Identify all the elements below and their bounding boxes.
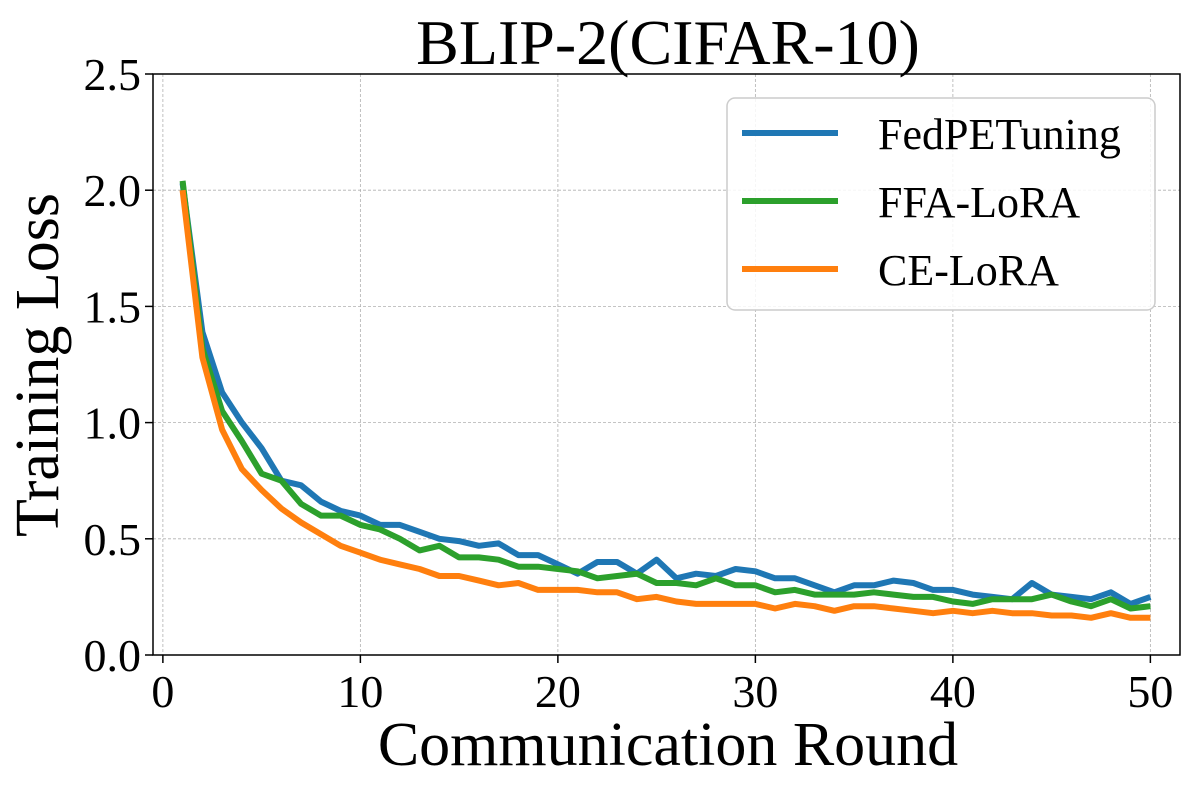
x-tick-label: 20 (535, 666, 581, 717)
y-tick-label: 2.5 (84, 49, 142, 100)
legend-box (726, 97, 1156, 311)
series-lines (179, 180, 1152, 621)
y-tick-label: 1.0 (84, 398, 142, 449)
y-tick-label: 1.5 (84, 281, 142, 332)
legend-label-ce-lora: CE-LoRA (878, 246, 1059, 295)
chart-title: BLIP-2(CIFAR-10) (416, 7, 920, 78)
legend-label-ffa-lora: FFA-LoRA (878, 178, 1080, 227)
legend-label-fedpetuning: FedPETuning (878, 110, 1121, 159)
x-tick-label: 30 (732, 666, 778, 717)
y-axis: 0.0 0.5 1.0 1.5 2.0 2.5 (84, 49, 153, 681)
x-axis-label: Communication Round (378, 711, 958, 779)
x-axis: 0 10 20 30 40 50 (151, 655, 1173, 717)
x-tick-label: 40 (930, 666, 976, 717)
series-line-ffa-lora (179, 180, 1151, 612)
y-tick-label: 0.5 (84, 514, 142, 565)
y-axis-label: Training Loss (4, 193, 72, 537)
series-line-fedpetuning (179, 182, 1152, 607)
x-tick-label: 10 (337, 666, 383, 717)
y-tick-label: 0.0 (84, 630, 142, 681)
legend: FedPETuning FFA-LoRA CE-LoRA (726, 97, 1156, 311)
y-tick-label: 2.0 (84, 165, 142, 216)
x-tick-label: 0 (151, 666, 174, 717)
series-line-ce-lora (179, 189, 1151, 621)
x-tick-label: 50 (1127, 666, 1173, 717)
plot-frame (152, 73, 1181, 656)
